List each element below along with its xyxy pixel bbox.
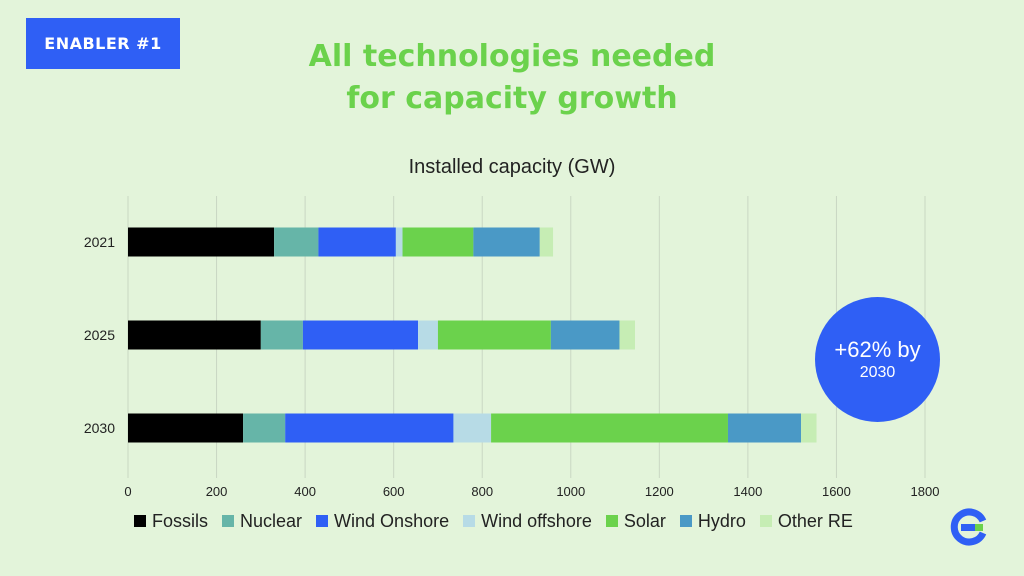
x-tick-label: 1200 — [645, 484, 674, 499]
bar-segment-wind-offshore — [418, 320, 438, 350]
bar-segment-other-re — [801, 413, 817, 443]
x-tick-label: 600 — [383, 484, 405, 499]
legend-swatch — [759, 515, 772, 527]
bar-segment-nuclear — [243, 413, 286, 443]
bar-segment-wind-offshore — [395, 227, 403, 257]
bar-segment-solar — [437, 320, 551, 350]
legend-label: Solar — [623, 510, 666, 531]
bar-segment-fossils — [128, 413, 244, 443]
bar-segment-wind-onshore — [318, 227, 396, 257]
legend-label: Other RE — [777, 510, 853, 531]
x-tick-label: 800 — [471, 484, 493, 499]
x-tick-label: 200 — [206, 484, 228, 499]
legend-swatch — [316, 515, 329, 527]
bar-segment-wind-offshore — [453, 413, 492, 443]
growth-callout: +62% by 2030 — [815, 297, 940, 422]
legend-swatch — [463, 515, 476, 527]
y-category-label: 2021 — [84, 234, 115, 250]
legend-item: Nuclear — [222, 511, 302, 532]
bar-segment-solar — [402, 227, 474, 257]
legend-label: Hydro — [697, 510, 746, 531]
bar-segment-hydro — [473, 227, 540, 257]
legend-label: Fossils — [152, 510, 209, 531]
e-logo-icon — [950, 508, 987, 546]
bar-segment-hydro — [727, 413, 802, 443]
chart-title: Installed capacity (GW) — [408, 156, 616, 178]
bar-segment-wind-onshore — [302, 320, 419, 350]
x-tick-label: 1600 — [822, 484, 851, 499]
legend-swatch — [134, 515, 146, 527]
legend-label: Nuclear — [240, 510, 303, 531]
page-title: All technologies needed for capacity gro… — [212, 36, 812, 120]
enabler-badge: ENABLER #1 — [26, 18, 180, 69]
bar-segment-other-re — [539, 227, 554, 257]
legend-item: Wind Onshore — [316, 511, 449, 532]
y-category-label: 2025 — [84, 327, 115, 343]
callout-line-2: 2030 — [859, 363, 896, 381]
chart-legend: Fossils Nuclear Wind Onshore Wind offshore S… — [134, 509, 853, 533]
bar-segment-hydro — [550, 320, 620, 350]
bar-segment-nuclear — [274, 227, 319, 257]
badge-label: ENABLER #1 — [44, 34, 162, 53]
legend-label: Wind Onshore — [334, 510, 450, 531]
bar-segment-solar — [491, 413, 728, 443]
legend-item: Wind offshore — [463, 511, 592, 532]
y-category-label: 2030 — [84, 420, 115, 436]
bar-segment-nuclear — [260, 320, 303, 350]
bar-segment-fossils — [128, 320, 261, 350]
callout-line-1: +62% by — [834, 336, 921, 362]
legend-item: Hydro — [679, 510, 746, 532]
bar-segment-fossils — [128, 227, 275, 257]
x-tick-label: 1400 — [733, 484, 762, 499]
legend-item: Fossils — [134, 511, 208, 532]
legend-swatch — [679, 515, 692, 527]
legend-swatch — [222, 515, 235, 527]
legend-label: Wind offshore — [481, 510, 592, 531]
title-line-1: All technologies needed — [308, 39, 716, 74]
bar-segment-wind-onshore — [285, 413, 454, 443]
title-line-2: for capacity growth — [346, 81, 678, 116]
x-tick-label: 0 — [124, 484, 131, 499]
legend-item: Other RE — [759, 510, 853, 532]
x-tick-label: 1800 — [911, 484, 940, 499]
legend-swatch — [605, 515, 618, 527]
legend-item: Solar — [605, 510, 666, 532]
x-tick-label: 1000 — [556, 484, 585, 499]
x-tick-label: 400 — [294, 484, 316, 499]
bar-segment-other-re — [619, 320, 635, 350]
